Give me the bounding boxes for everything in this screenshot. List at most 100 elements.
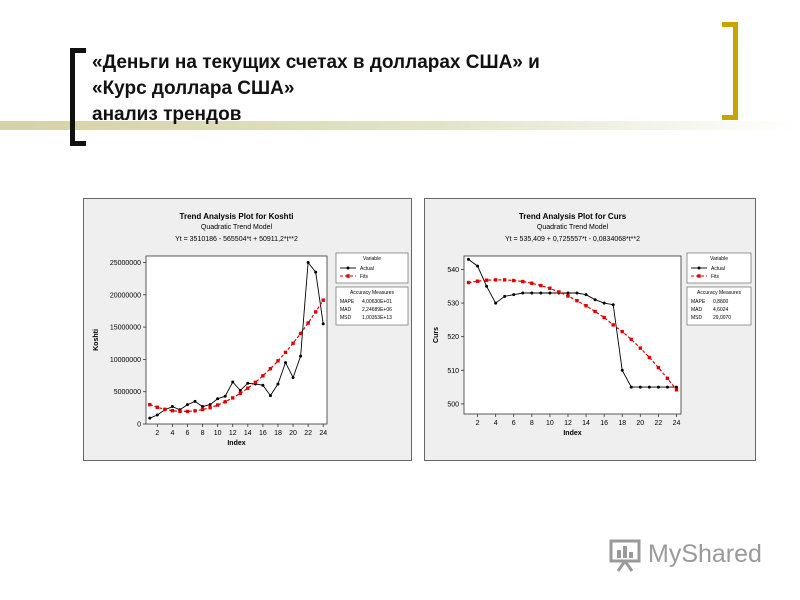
x-tick-label: 24 (673, 420, 681, 427)
data-point-actual (485, 284, 489, 288)
x-tick-label: 16 (259, 430, 267, 437)
data-point-actual (647, 385, 651, 389)
title-line-1: «Деньги на текущих счетах в долларах США… (92, 52, 540, 73)
data-point-fits (539, 283, 543, 288)
y-tick-label: 20000000 (110, 292, 141, 299)
accuracy-metric-name: MSD (691, 315, 703, 321)
data-point-actual (467, 257, 471, 261)
x-tick-label: 20 (636, 420, 644, 427)
accuracy-metric-name: MAD (691, 307, 703, 313)
accuracy-metric-value: 4,6024 (713, 307, 729, 313)
x-tick-label: 10 (546, 420, 554, 427)
data-point-fits (283, 350, 288, 355)
slide-title: «Деньги на текущих счетах в долларах США… (92, 50, 712, 128)
data-point-fits (231, 396, 235, 400)
accuracy-title: Accuracy Measures (350, 290, 394, 296)
data-point-fits (200, 407, 205, 412)
legend-title: Variable (363, 256, 381, 262)
x-tick-label: 20 (289, 430, 297, 437)
data-point-actual (291, 375, 295, 379)
data-point-actual (503, 294, 507, 298)
data-point-actual (656, 385, 660, 389)
data-point-fits (276, 359, 280, 363)
left-bracket-decoration (70, 48, 86, 146)
x-tick-label: 24 (319, 430, 327, 437)
x-axis-label: Index (563, 430, 581, 437)
data-point-actual (512, 293, 516, 297)
data-point-actual (620, 368, 624, 372)
data-point-actual (246, 381, 250, 385)
data-point-fits (611, 323, 615, 327)
y-tick-label: 10000000 (110, 357, 141, 364)
data-point-fits (484, 278, 489, 282)
data-point-actual (276, 382, 280, 386)
data-point-actual (170, 405, 174, 409)
data-point-actual (521, 291, 525, 295)
legend-marker (346, 266, 350, 270)
data-point-fits (268, 366, 273, 371)
data-point-actual (261, 383, 265, 387)
data-point-fits (163, 407, 167, 412)
plot-area (145, 255, 328, 425)
x-tick-label: 2 (476, 420, 480, 427)
data-point-fits (246, 386, 250, 390)
data-point-fits (557, 290, 561, 294)
data-point-actual (593, 298, 597, 302)
data-point-fits (170, 408, 175, 413)
data-point-fits (193, 409, 197, 413)
data-point-fits (602, 315, 606, 320)
data-point-fits (253, 380, 258, 385)
data-point-fits (178, 409, 182, 414)
legend-marker (697, 266, 701, 270)
data-point-fits (656, 365, 661, 370)
data-point-fits (208, 405, 212, 410)
x-tick-label: 8 (201, 430, 205, 437)
data-point-fits (674, 388, 679, 392)
data-point-actual (238, 388, 242, 392)
x-tick-label: 4 (170, 430, 174, 437)
y-tick-label: 500 (447, 401, 459, 408)
data-point-fits (530, 281, 534, 285)
title-line-3: анализ трендов (92, 104, 242, 125)
y-tick-label: 25000000 (110, 260, 141, 267)
accuracy-metric-value: 1,00353E+13 (362, 315, 392, 321)
chart-title: Trend Analysis Plot for Koshti (180, 212, 294, 221)
title-underline-band (0, 121, 800, 130)
data-point-actual (223, 394, 227, 398)
chart-curs: Trend Analysis Plot for Curs Quadratic Tr… (424, 198, 756, 461)
data-point-actual (476, 264, 480, 268)
x-tick-label: 14 (244, 430, 252, 437)
x-tick-label: 4 (494, 420, 498, 427)
legend-item-label: Actual (711, 266, 725, 272)
plot-area (463, 255, 682, 415)
data-point-actual (530, 291, 534, 295)
data-point-actual (299, 354, 303, 358)
legend-marker (346, 274, 350, 278)
data-point-actual (575, 291, 579, 295)
data-point-actual (284, 361, 288, 365)
chart-equation: Yt = 3510186 - 565504*t + 50911,2*t**2 (175, 236, 298, 243)
accuracy-metric-name: MAPE (691, 299, 706, 305)
series-line-fits (468, 279, 677, 391)
data-point-actual (629, 385, 633, 389)
accuracy-box (686, 286, 752, 326)
data-point-actual (231, 380, 235, 384)
y-axis-label: Koshti (93, 329, 100, 351)
series-line-actual (468, 259, 677, 388)
legend-item-label: Actual (360, 266, 374, 272)
data-point-fits (584, 304, 588, 308)
y-tick-label: 510 (447, 368, 459, 375)
data-point-fits (223, 400, 227, 404)
data-point-actual (148, 416, 152, 420)
x-tick-label: 22 (654, 420, 662, 427)
x-tick-label: 18 (274, 430, 282, 437)
y-tick-label: 0 (137, 422, 141, 429)
x-tick-label: 22 (304, 430, 312, 437)
y-tick-label: 520 (447, 334, 459, 341)
data-point-fits (502, 278, 507, 282)
data-point-actual (494, 301, 498, 305)
x-tick-label: 16 (600, 420, 608, 427)
data-point-actual (665, 385, 669, 389)
data-point-fits (665, 376, 670, 381)
data-point-fits (548, 286, 552, 290)
